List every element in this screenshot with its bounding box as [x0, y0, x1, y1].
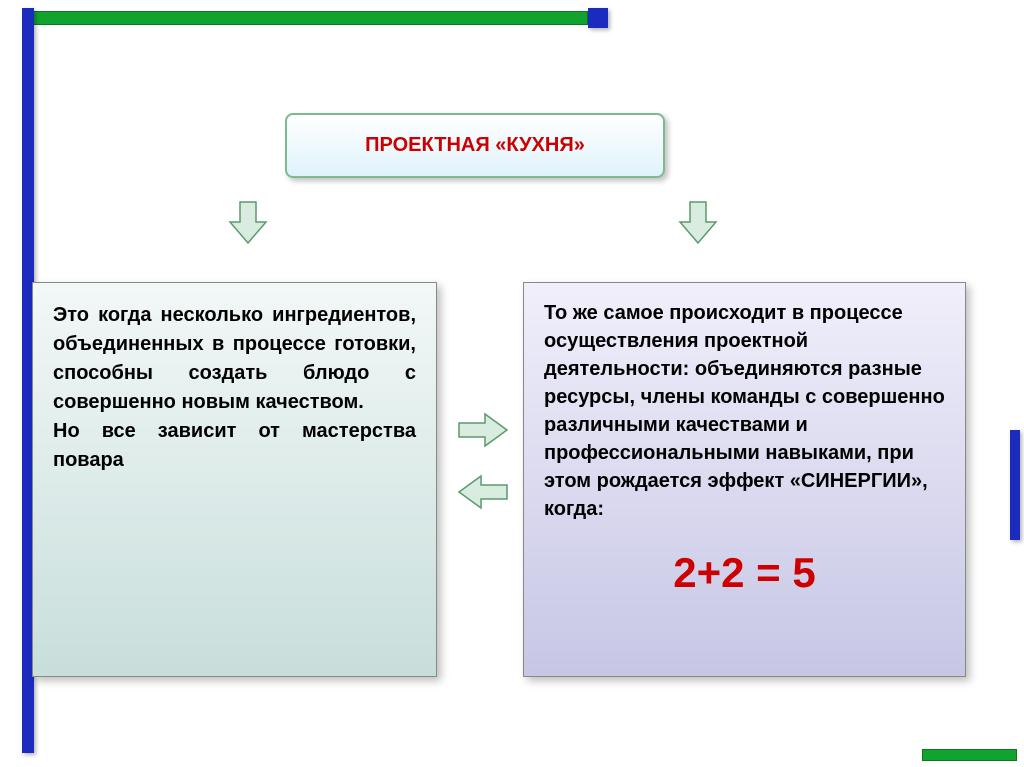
arrow-left-icon	[457, 474, 509, 510]
arrow-down-left-icon	[228, 200, 268, 245]
equation-text: 2+2 = 5	[544, 549, 945, 597]
right-text: То же самое происходит в процессе осущес…	[544, 299, 945, 523]
arrow-down-right-icon	[678, 200, 718, 245]
right-blue-accent	[1010, 430, 1020, 540]
left-text: Это когда несколько ингредиентов, объеди…	[53, 301, 416, 475]
left-content-box: Это когда несколько ингредиентов, объеди…	[32, 282, 437, 677]
title-text: ПРОЕКТНАЯ «КУХНЯ»	[365, 134, 585, 157]
right-content-box: То же самое происходит в процессе осущес…	[523, 282, 966, 677]
bottom-green-bar	[922, 749, 1017, 761]
title-box: ПРОЕКТНАЯ «КУХНЯ»	[285, 113, 665, 178]
top-blue-accent	[588, 8, 608, 28]
top-green-bar	[32, 11, 588, 25]
arrow-right-icon	[457, 412, 509, 448]
